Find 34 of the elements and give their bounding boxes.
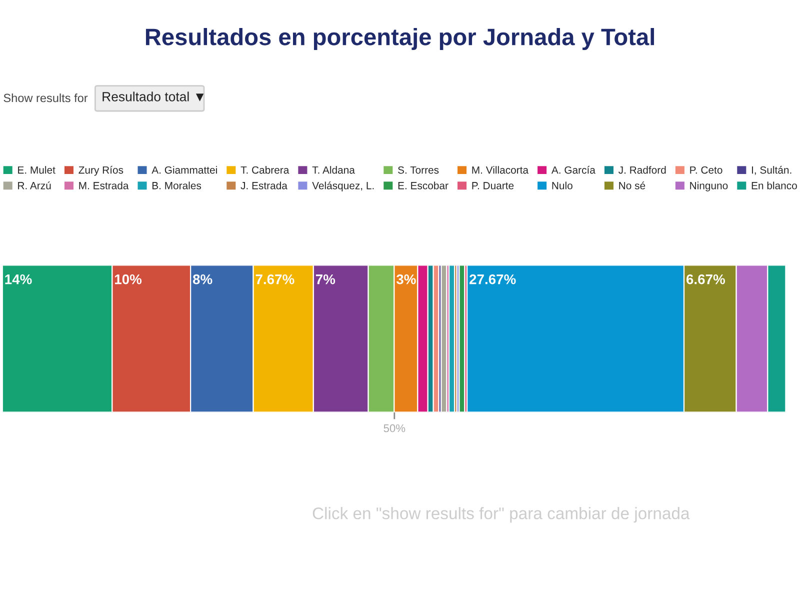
data-label: 14% bbox=[5, 274, 32, 284]
data-label: 3% bbox=[396, 274, 416, 284]
legend-label: I, Sultán. bbox=[752, 166, 792, 175]
data-label: 10% bbox=[114, 274, 142, 284]
legend-label: Velásquez, L. bbox=[312, 182, 374, 192]
legend-label: J. Estrada bbox=[240, 182, 288, 190]
legend-label: Nulo bbox=[552, 182, 572, 190]
data-label: 8% bbox=[192, 274, 212, 284]
legend-label: E. Mulet bbox=[18, 166, 56, 174]
legend-label: R. Arzú bbox=[18, 182, 51, 190]
data-label: 27.67% bbox=[470, 274, 516, 284]
legend-label: Ninguno bbox=[690, 182, 728, 192]
data-label: 7.67% bbox=[256, 274, 294, 284]
legend-label: P. Ceto bbox=[690, 166, 722, 174]
legend-label: M. Villacorta bbox=[472, 166, 529, 174]
chart-title: Resultados en porcentaje por Jornada y Total bbox=[146, 28, 654, 50]
legend-label: Zury Ríos bbox=[78, 166, 124, 176]
legend-label: A. Giammattei bbox=[152, 166, 217, 174]
legend-label: S. Torres bbox=[398, 166, 439, 174]
legend-label: No sé bbox=[619, 182, 646, 190]
legend-label: En blanco bbox=[752, 182, 797, 190]
text: Resultado total ▼ bbox=[102, 92, 204, 102]
legend-label: T. Aldana bbox=[312, 166, 355, 174]
legend-label: B. Morales bbox=[152, 182, 202, 190]
x-tick-label: 50% bbox=[384, 424, 406, 432]
legend-label: J. Radford bbox=[618, 166, 666, 174]
legend-label: E. Escobar bbox=[398, 182, 448, 190]
legend-label: P. Duarte bbox=[472, 182, 514, 190]
legend-label: M. Estrada bbox=[79, 182, 129, 190]
text: Show results for bbox=[4, 94, 88, 102]
legend-label: A. García bbox=[551, 166, 596, 174]
data-label: 6.67% bbox=[686, 274, 725, 284]
data-label: 7% bbox=[316, 274, 336, 284]
legend-label: T. Cabrera bbox=[240, 166, 290, 174]
